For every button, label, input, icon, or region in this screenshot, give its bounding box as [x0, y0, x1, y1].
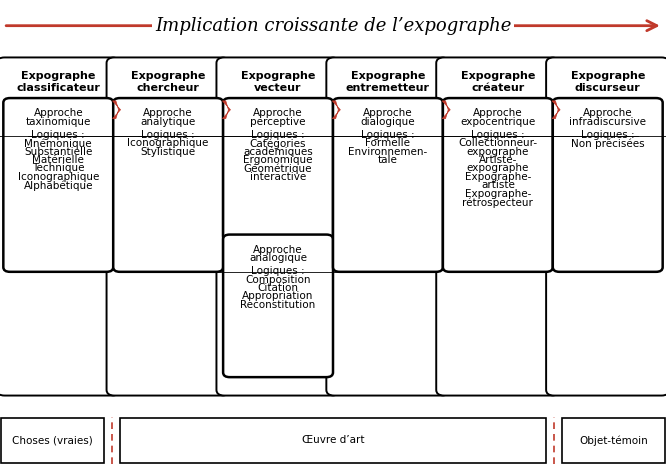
- FancyBboxPatch shape: [223, 98, 333, 241]
- FancyBboxPatch shape: [546, 57, 666, 396]
- FancyBboxPatch shape: [1, 418, 104, 463]
- Text: perceptive: perceptive: [250, 117, 306, 127]
- FancyBboxPatch shape: [436, 57, 559, 396]
- FancyBboxPatch shape: [120, 418, 546, 463]
- Polygon shape: [442, 101, 450, 119]
- Text: Logiques :: Logiques :: [141, 130, 195, 140]
- Text: expocentrique: expocentrique: [460, 117, 535, 127]
- FancyBboxPatch shape: [216, 57, 340, 396]
- Text: Expographe
entremetteur: Expographe entremetteur: [346, 71, 430, 93]
- Text: infradiscursive: infradiscursive: [569, 117, 646, 127]
- FancyBboxPatch shape: [0, 57, 120, 396]
- Text: Expographe-: Expographe-: [465, 172, 531, 182]
- Text: Expographe-: Expographe-: [465, 189, 531, 198]
- Text: Logiques :: Logiques :: [471, 130, 525, 140]
- Polygon shape: [332, 101, 340, 119]
- Text: Stylistique: Stylistique: [141, 147, 196, 156]
- Text: Reconstitution: Reconstitution: [240, 300, 316, 310]
- Text: Géométrique: Géométrique: [244, 163, 312, 174]
- Text: Logiques :: Logiques :: [361, 130, 415, 140]
- Text: Iconographique: Iconographique: [17, 172, 99, 182]
- Text: Alphabétique: Alphabétique: [23, 180, 93, 191]
- Text: Approche: Approche: [583, 108, 633, 118]
- Text: Approche: Approche: [253, 108, 303, 118]
- Text: Composition: Composition: [245, 275, 311, 285]
- Text: Approche: Approche: [143, 108, 193, 118]
- Text: Expographe
chercheur: Expographe chercheur: [131, 71, 205, 93]
- Text: Citation: Citation: [258, 283, 298, 293]
- FancyBboxPatch shape: [333, 98, 443, 272]
- Text: Ergonomique: Ergonomique: [243, 155, 313, 165]
- Text: Iconographique: Iconographique: [127, 138, 209, 148]
- Text: Non précisées: Non précisées: [571, 138, 645, 149]
- Text: Choses (vraies): Choses (vraies): [12, 435, 93, 446]
- Text: analogique: analogique: [249, 253, 307, 263]
- Text: rétrospecteur: rétrospecteur: [462, 197, 533, 207]
- Text: Logiques :: Logiques :: [31, 130, 85, 140]
- FancyBboxPatch shape: [443, 98, 553, 272]
- FancyBboxPatch shape: [113, 98, 223, 272]
- Text: analytique: analytique: [141, 117, 196, 127]
- Text: Formelle: Formelle: [366, 138, 410, 148]
- Text: Approche: Approche: [253, 245, 303, 255]
- Text: Approche: Approche: [473, 108, 523, 118]
- Text: Approche: Approche: [33, 108, 83, 118]
- Text: Expographe
créateur: Expographe créateur: [461, 71, 535, 93]
- Text: Expographe
vecteur: Expographe vecteur: [241, 71, 315, 93]
- Text: Implication croissante de l’expographe: Implication croissante de l’expographe: [155, 17, 511, 35]
- Text: académiques: académiques: [243, 147, 313, 157]
- FancyBboxPatch shape: [553, 98, 663, 272]
- Polygon shape: [222, 101, 230, 119]
- FancyBboxPatch shape: [223, 234, 333, 377]
- Text: Expographe
discurseur: Expographe discurseur: [571, 71, 645, 93]
- Text: Expographe
classificateur: Expographe classificateur: [17, 71, 100, 93]
- Text: Matérielle: Matérielle: [33, 155, 84, 165]
- Text: Collectionneur-: Collectionneur-: [458, 138, 537, 148]
- Text: expographe: expographe: [467, 147, 529, 156]
- Polygon shape: [552, 101, 560, 119]
- Text: Technique: Technique: [32, 163, 85, 173]
- Text: expographe: expographe: [467, 163, 529, 173]
- Text: Œuvre d’art: Œuvre d’art: [302, 435, 364, 446]
- FancyBboxPatch shape: [107, 57, 230, 396]
- Text: taxinomique: taxinomique: [25, 117, 91, 127]
- Text: Catégories: Catégories: [250, 138, 306, 149]
- Text: Logiques :: Logiques :: [251, 266, 305, 276]
- Text: Approche: Approche: [363, 108, 413, 118]
- Text: Appropriation: Appropriation: [242, 291, 314, 302]
- Text: Logiques :: Logiques :: [581, 130, 635, 140]
- Text: Environnemen-: Environnemen-: [348, 147, 428, 156]
- Text: Mnémonique: Mnémonique: [25, 138, 92, 149]
- FancyBboxPatch shape: [326, 57, 450, 396]
- Text: artiste: artiste: [481, 180, 515, 190]
- Text: Logiques :: Logiques :: [251, 130, 305, 140]
- Text: Artiste-: Artiste-: [479, 155, 517, 165]
- Text: Objet-témoin: Objet-témoin: [579, 435, 648, 446]
- FancyBboxPatch shape: [562, 418, 665, 463]
- FancyBboxPatch shape: [3, 98, 113, 272]
- Polygon shape: [113, 101, 121, 119]
- Text: tale: tale: [378, 155, 398, 165]
- Text: Substantielle: Substantielle: [24, 147, 93, 156]
- Text: dialogique: dialogique: [360, 117, 416, 127]
- Text: interactive: interactive: [250, 172, 306, 182]
